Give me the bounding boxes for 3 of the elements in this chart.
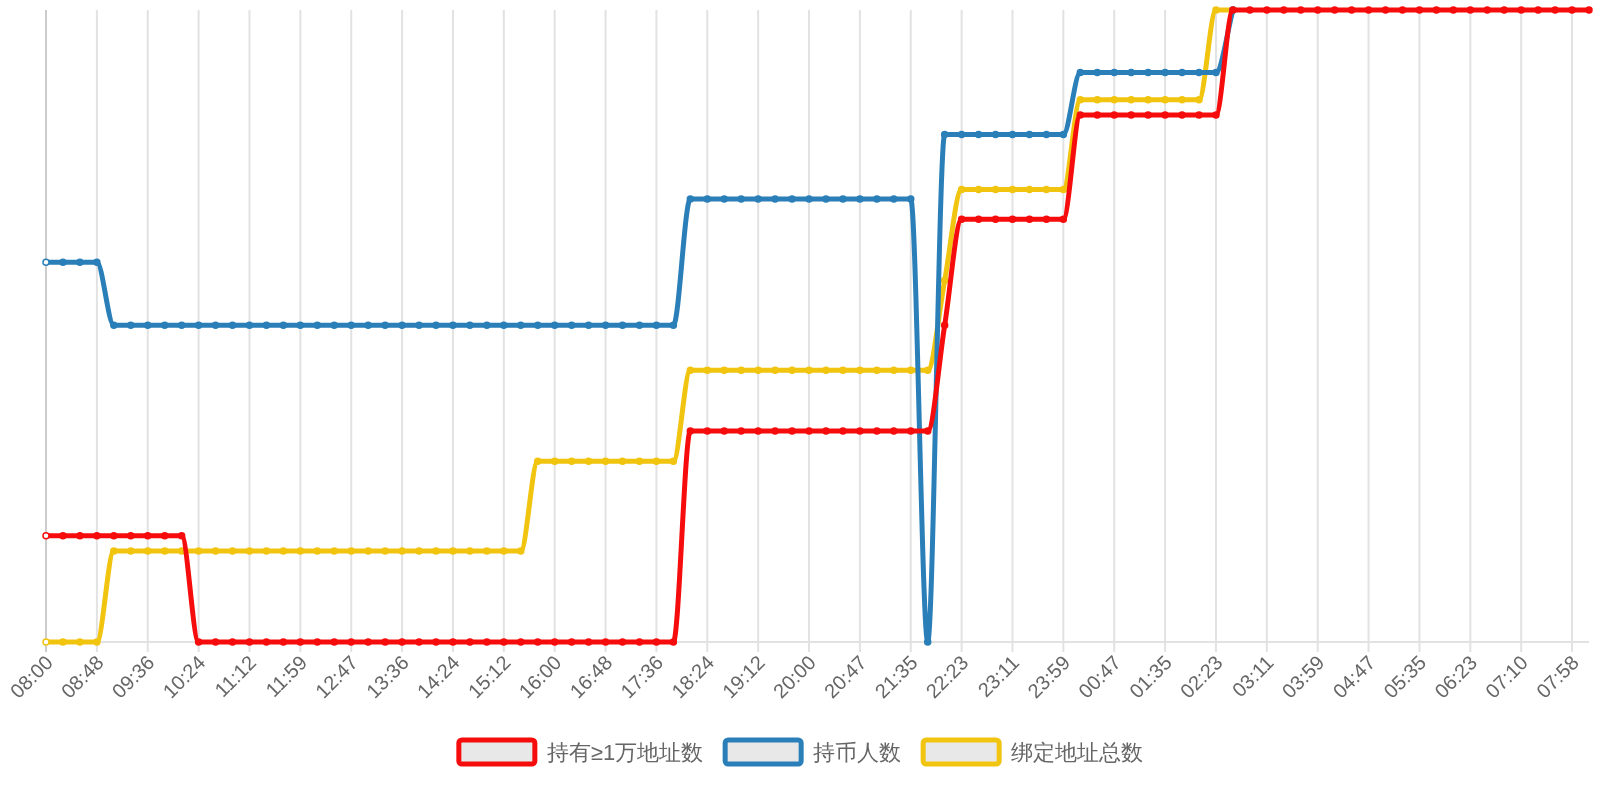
legend-label: 持币人数 xyxy=(813,740,902,765)
legend-label: 持有≥1万地址数 xyxy=(546,740,704,765)
legend-label: 绑定地址总数 xyxy=(1011,740,1144,765)
